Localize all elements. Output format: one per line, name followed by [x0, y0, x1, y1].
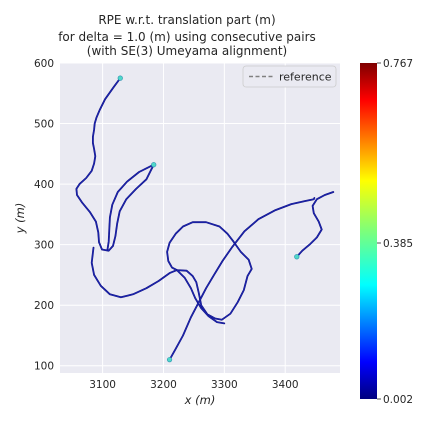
trajectory-highlight-main: [76, 77, 154, 252]
trajectory-endpoint: [117, 75, 123, 81]
colorbar: [360, 63, 377, 399]
y-tick-label: 600: [34, 58, 54, 70]
x-tick-label: 3200: [150, 379, 177, 391]
x-axis-label: x (m): [184, 393, 216, 407]
chart-title-line-3: (with SE(3) Umeyama alignment): [87, 44, 287, 58]
y-axis-label: y (m): [13, 203, 27, 235]
legend: reference: [242, 65, 337, 88]
y-tick-label: 400: [34, 179, 54, 191]
x-tick-label: 3300: [211, 379, 238, 391]
y-tick-label: 300: [34, 240, 54, 252]
x-tick-label: 3100: [89, 379, 116, 391]
y-tick-label: 200: [34, 300, 54, 312]
trajectory-highlight-loop: [91, 221, 253, 321]
trajectory-endpoint: [166, 357, 173, 363]
trajectory-highlight-diag: [169, 197, 315, 360]
legend-box: [242, 65, 337, 88]
axis-ticks: 3100 3200 3300 3400 100 200 300 400 500 600: [34, 58, 299, 391]
x-tick-label: 3400: [272, 379, 299, 391]
chart-title-line-1: RPE w.r.t. translation part (m): [98, 13, 275, 27]
legend-reference-label: reference: [279, 71, 332, 84]
chart-title-line-2: for delta = 1.0 (m) using consecutive pa…: [58, 30, 316, 44]
plot-background: [60, 63, 340, 373]
plot-series: [75, 75, 335, 363]
colorbar-label-max: 0.767: [383, 58, 413, 70]
trajectory-highlight-right: [296, 191, 334, 258]
trajectory-endpoint: [151, 162, 157, 168]
colorbar-label-mid: 0.385: [383, 238, 413, 250]
y-tick-label: 100: [34, 361, 54, 373]
y-tick-label: 500: [34, 119, 54, 131]
trajectory-endpoint: [294, 254, 300, 260]
trajectory-highlight-upper: [107, 164, 154, 250]
colorbar-label-min: 0.002: [383, 394, 413, 406]
